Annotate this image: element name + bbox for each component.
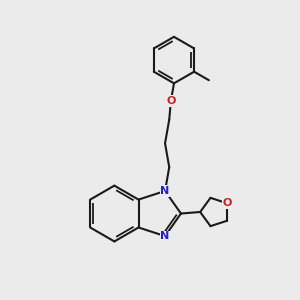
Text: N: N — [160, 186, 170, 196]
Text: O: O — [222, 198, 232, 208]
Text: N: N — [160, 231, 170, 241]
Text: O: O — [166, 96, 176, 106]
